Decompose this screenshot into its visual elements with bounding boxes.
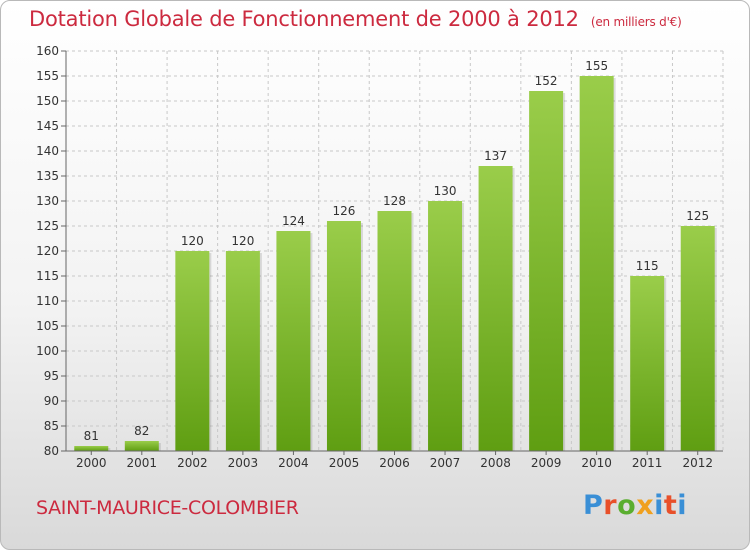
bars [74,76,717,451]
y-tick-label: 140 [36,144,59,158]
y-tick-label: 130 [36,194,59,208]
y-tick-label: 150 [36,94,59,108]
y-tick-label: 160 [36,44,59,58]
value-label: 81 [84,429,99,443]
y-tick-label: 95 [44,369,59,383]
bar-2010 [579,76,614,451]
value-label: 120 [181,234,204,248]
y-tick-label: 105 [36,319,59,333]
y-tick-label: 155 [36,69,59,83]
bar-2007 [428,201,463,451]
x-tick-label: 2008 [480,456,511,470]
y-tick-label: 120 [36,244,59,258]
value-label: 126 [333,204,356,218]
x-tick-label: 2006 [379,456,410,470]
brand-logo: Proxiti [583,490,688,521]
chart-unit: (en milliers d'€) [590,15,682,29]
x-tick-label: 2011 [632,456,663,470]
value-label: 120 [231,234,254,248]
bar-2004 [276,231,311,451]
bar-2002 [175,251,210,451]
y-tick-label: 135 [36,169,59,183]
commune-name: SAINT-MAURICE-COLOMBIER [36,497,299,519]
y-tick-label: 145 [36,119,59,133]
value-label: 128 [383,194,406,208]
x-tick-label: 2001 [127,456,158,470]
bar-2003 [225,251,260,451]
value-label: 137 [484,149,507,163]
y-tick-label: 110 [36,294,59,308]
x-tick-label: 2007 [430,456,461,470]
bar-2001 [124,441,159,451]
y-tick-label: 85 [44,419,59,433]
x-tick-label: 2012 [682,456,713,470]
x-tick-label: 2005 [329,456,360,470]
y-tick-label: 80 [44,444,59,458]
bar-2008 [478,166,513,451]
value-label: 125 [686,209,709,223]
chart-title-text: Dotation Globale de Fonctionnement de 20… [29,7,579,31]
x-tick-label: 2009 [531,456,562,470]
value-label: 124 [282,214,305,228]
value-label: 152 [535,74,558,88]
value-label: 82 [134,424,149,438]
x-tick-label: 2000 [76,456,107,470]
bar-2009 [529,91,564,451]
y-tick-label: 115 [36,269,59,283]
x-tick-label: 2010 [581,456,612,470]
value-label: 115 [636,259,659,273]
bar-2011 [630,276,665,451]
bar-2006 [377,211,412,451]
y-tick-label: 90 [44,394,59,408]
labels: 80 85 90 95 100 105 110 115 120 125 130 135 140 145 15… [36,44,713,470]
x-tick-label: 2004 [278,456,309,470]
bar-2000 [74,446,109,451]
axes [61,50,723,455]
bar-2005 [326,221,361,451]
value-label: 130 [434,184,457,198]
x-tick-label: 2003 [228,456,259,470]
bar-2012 [680,226,715,451]
value-label: 155 [585,59,608,73]
y-tick-label: 100 [36,344,59,358]
chart-title: Dotation Globale de Fonctionnement de 20… [29,7,682,31]
y-tick-label: 125 [36,219,59,233]
x-tick-label: 2002 [177,456,208,470]
